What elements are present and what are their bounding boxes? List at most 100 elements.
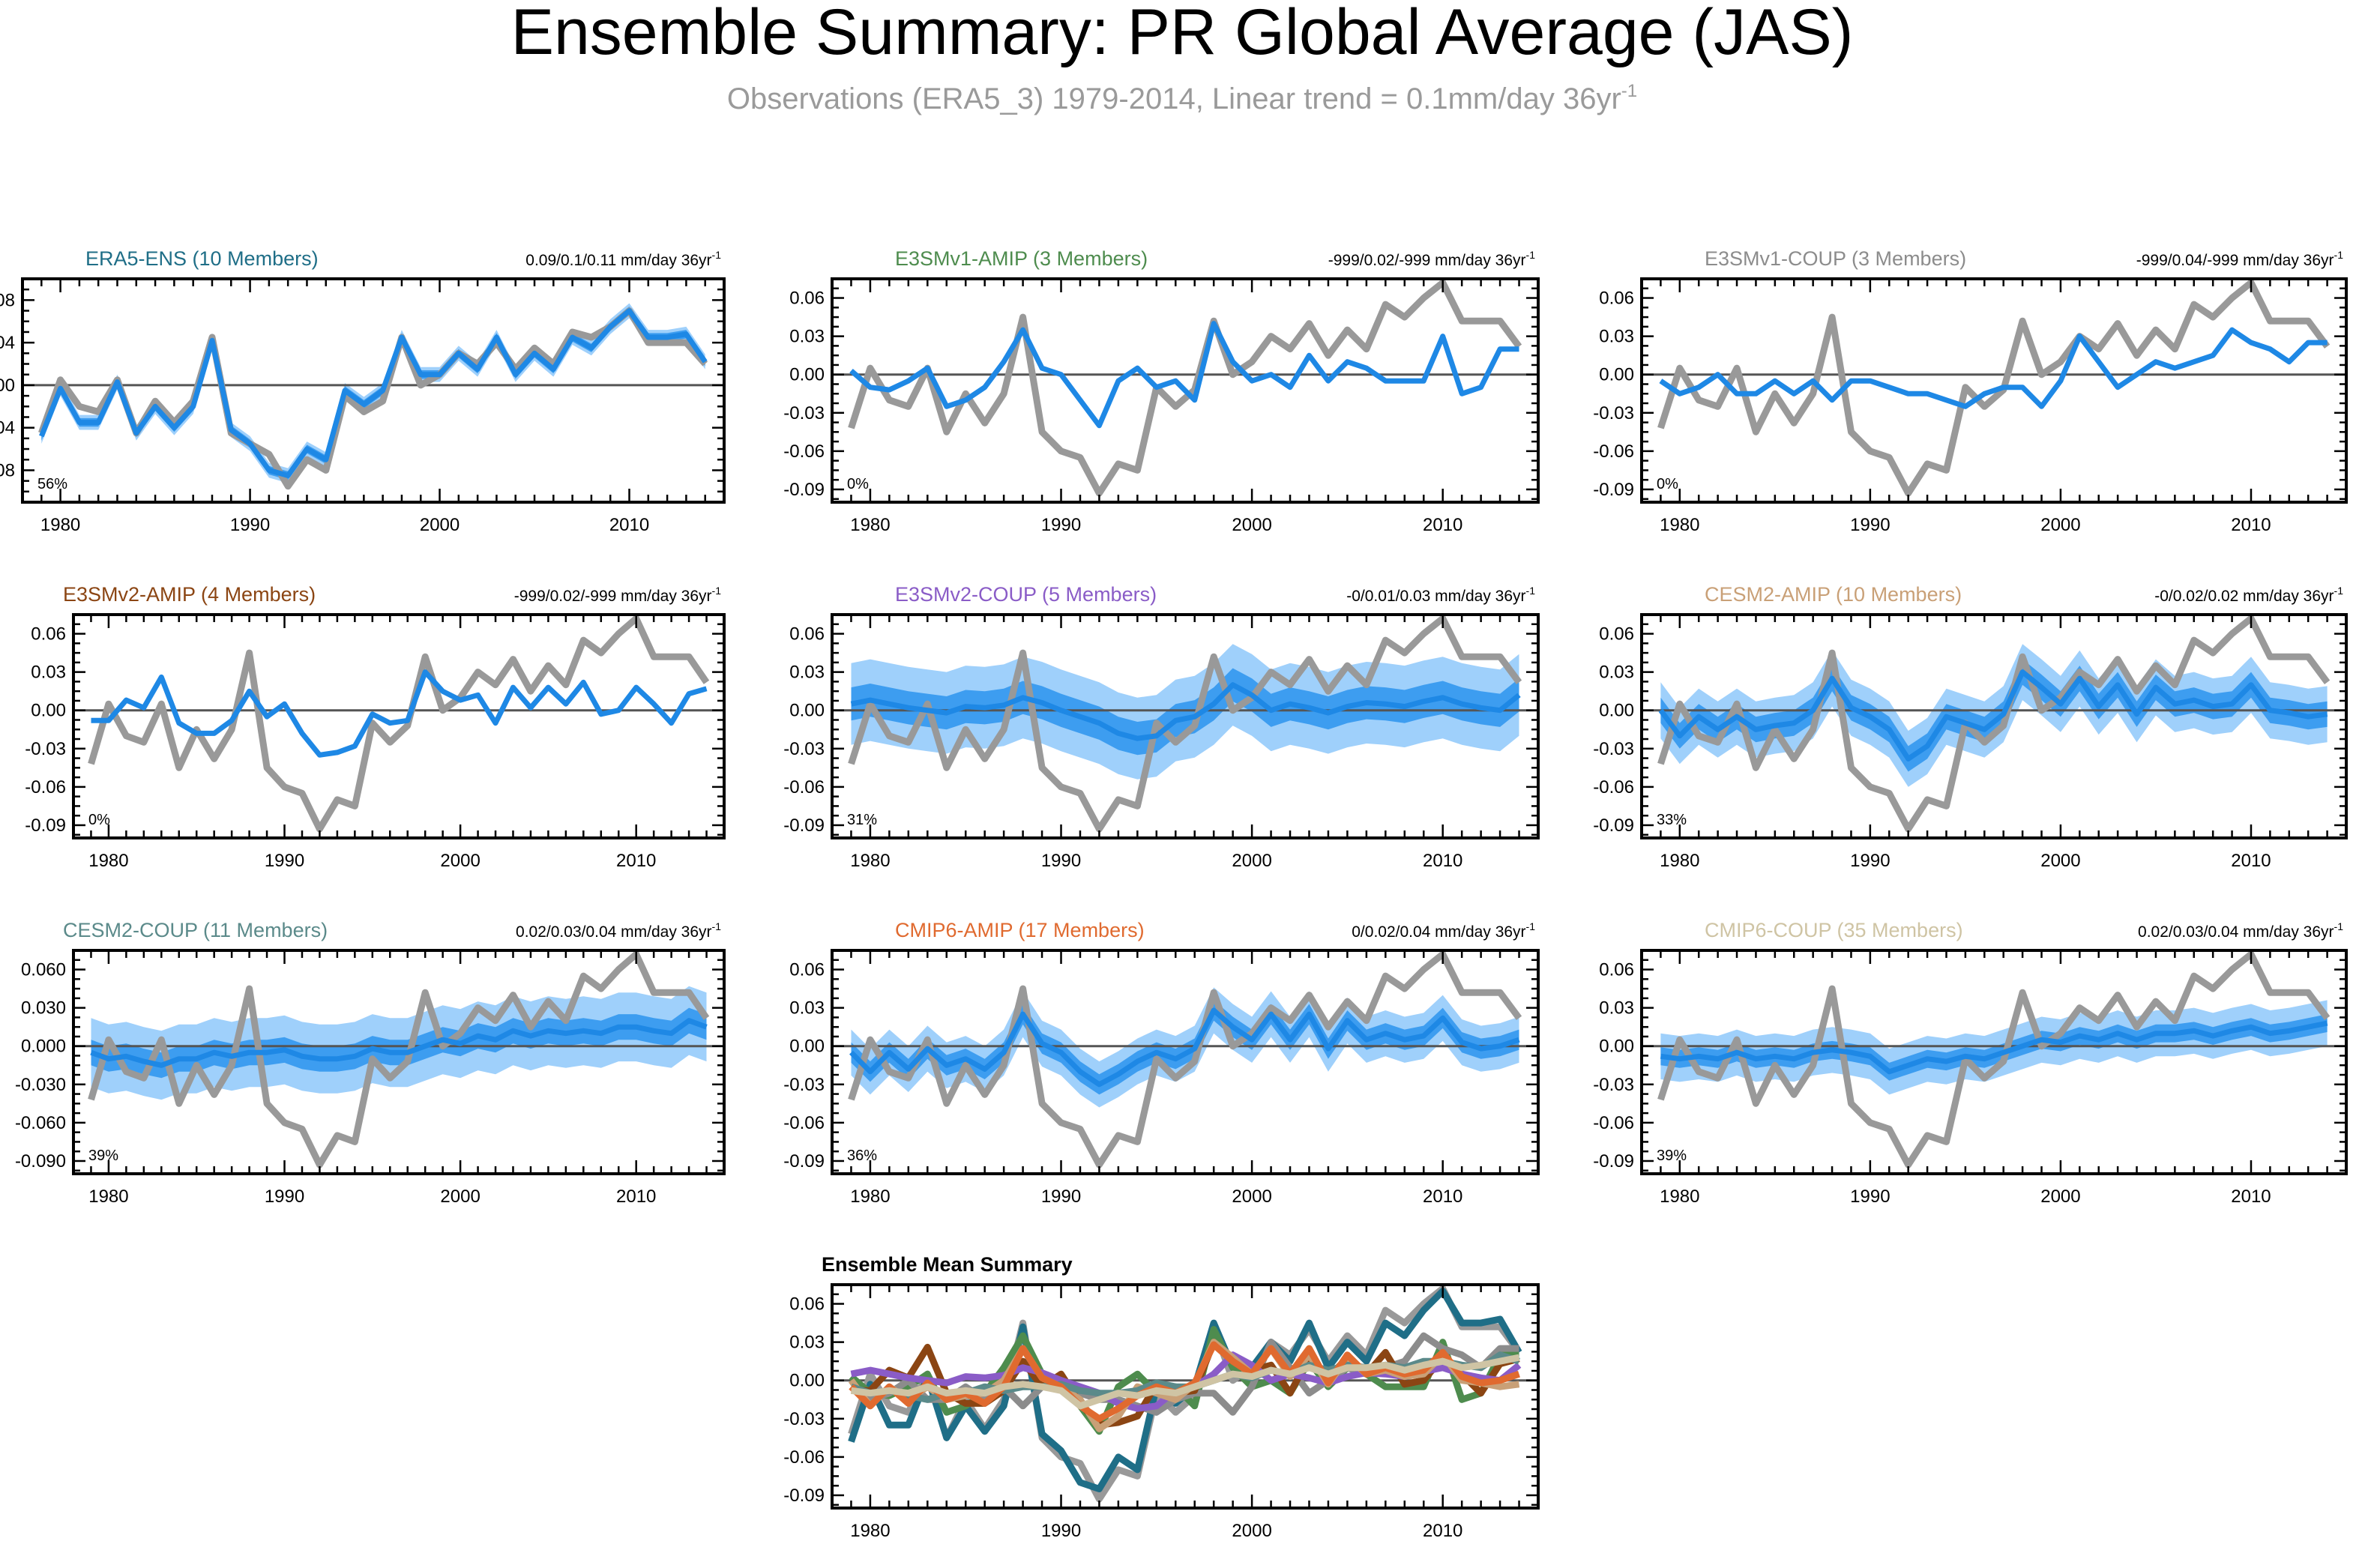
panel-title: CESM2-COUP (11 Members) xyxy=(63,919,328,941)
y-tick-label: -0.06 xyxy=(1593,441,1634,462)
y-tick-label: 0.030 xyxy=(21,998,66,1019)
x-tick-label: 2000 xyxy=(440,851,480,871)
panel-title: CMIP6-COUP (35 Members) xyxy=(1705,919,1963,941)
panel-cmip6-coup: CMIP6-COUP (35 Members) 0.02/0.03/0.04 mm… xyxy=(1593,919,2348,1207)
panel-era5-ens: ERA5-ENS (10 Members) 0.09/0.1/0.11 mm/da… xyxy=(0,247,726,535)
x-tick-label: 2000 xyxy=(2040,515,2080,535)
panel-trend: 0.02/0.03/0.04 mm/day 36yr-1 xyxy=(516,920,721,941)
observation-line xyxy=(88,615,710,833)
panel-percent-label: 39% xyxy=(88,1148,118,1164)
x-tick-label: 1980 xyxy=(1660,851,1699,871)
y-tick-label: -0.06 xyxy=(25,777,66,797)
plot-area xyxy=(73,615,724,833)
y-tick-label: -0.060 xyxy=(15,1113,66,1133)
panel-title: E3SMv1-AMIP (3 Members) xyxy=(895,247,1148,270)
panel-trend: -999/0.04/-999 mm/day 36yr-1 xyxy=(2136,249,2343,269)
panel-title: E3SMv1-COUP (3 Members) xyxy=(1705,247,1966,270)
panel-trend-superscript: -1 xyxy=(712,249,722,261)
y-tick-label: -0.03 xyxy=(25,739,66,759)
ensemble-mean-line xyxy=(849,1007,1520,1088)
panel-frame xyxy=(831,613,1540,839)
y-tick-label: -0.06 xyxy=(1593,777,1634,797)
panel-percent-label: 0% xyxy=(1657,476,1678,492)
y-tick-label: -0.09 xyxy=(783,1151,825,1172)
y-tick-label: 0.08 xyxy=(0,290,15,310)
panel-trend: -999/0.02/-999 mm/day 36yr-1 xyxy=(1328,249,1535,269)
plot-area xyxy=(832,279,1538,497)
y-tick-label: -0.03 xyxy=(783,739,825,759)
y-tick-label: 0.06 xyxy=(1599,960,1634,980)
plot-area xyxy=(22,303,724,490)
x-tick-label: 2010 xyxy=(1423,515,1462,535)
panel-frame xyxy=(1640,949,2348,1175)
panel-trend-superscript: -1 xyxy=(2334,585,2344,597)
y-tick-label: -0.09 xyxy=(25,815,66,836)
y-tick-label: 0.06 xyxy=(789,289,825,309)
panel-percent-label: 56% xyxy=(37,476,67,492)
ensemble-mean-line xyxy=(39,308,708,478)
panel-percent-label: 0% xyxy=(88,812,110,828)
x-tick-label: 1980 xyxy=(850,851,890,871)
panel-percent-label: 0% xyxy=(847,476,869,492)
y-tick-label: -0.03 xyxy=(783,403,825,423)
x-tick-label: 1990 xyxy=(1850,1186,1890,1207)
x-tick-label: 1980 xyxy=(1660,1186,1699,1207)
ensemble-mean-line xyxy=(91,669,708,758)
observation-line xyxy=(1657,615,2331,833)
y-tick-label: 0.000 xyxy=(21,1037,66,1057)
figure-subtitle: Observations (ERA5_3) 1979-2014, Linear … xyxy=(727,81,1637,115)
panel-title: ERA5-ENS (10 Members) xyxy=(85,247,319,270)
panel-trend-superscript: -1 xyxy=(2334,920,2344,932)
panel-trend-text: -0/0.02/0.02 mm/day 36yr xyxy=(2154,588,2334,605)
x-tick-label: 1980 xyxy=(88,851,128,871)
y-tick-label: 0.03 xyxy=(1599,663,1634,683)
panel-frame xyxy=(72,949,726,1175)
plot-area xyxy=(1642,615,2346,833)
ensemble-mean-line xyxy=(1660,1020,2328,1075)
panel-frame xyxy=(831,1283,1540,1510)
y-tick-label: 0.00 xyxy=(789,365,825,385)
figure-title: Ensemble Summary: PR Global Average (JAS… xyxy=(511,0,1854,68)
y-tick-label: 0.00 xyxy=(1599,1037,1634,1057)
panel-frame xyxy=(831,949,1540,1175)
panel-trend: 0/0.02/0.04 mm/day 36yr-1 xyxy=(1352,920,1535,941)
x-tick-label: 2000 xyxy=(1232,851,1271,871)
y-tick-label: 0.00 xyxy=(789,1037,825,1057)
panel-trend-superscript: -1 xyxy=(1526,920,1536,932)
panel-frame xyxy=(21,277,726,504)
panel-trend: 0.09/0.1/0.11 mm/day 36yr-1 xyxy=(525,249,721,269)
y-tick-label: -0.09 xyxy=(1593,1151,1634,1172)
plot-area xyxy=(832,615,1538,833)
y-tick-label: 0.06 xyxy=(789,960,825,980)
panel-cesm2-coup: CESM2-COUP (11 Members) 0.02/0.03/0.04 mm… xyxy=(15,919,726,1207)
spread-band-inner xyxy=(91,1007,707,1079)
y-tick-label: -0.08 xyxy=(0,460,15,480)
panel-trend-text: 0.02/0.03/0.04 mm/day 36yr xyxy=(516,923,712,941)
spread-band-inner xyxy=(851,668,1519,756)
x-tick-label: 1990 xyxy=(1850,515,1890,535)
x-tick-label: 2010 xyxy=(1423,1186,1462,1207)
y-tick-label: 0.06 xyxy=(1599,624,1634,645)
x-tick-label: 1990 xyxy=(265,851,304,871)
y-tick-label: 0.06 xyxy=(1599,289,1634,309)
panel-trend-text: -999/0.02/-999 mm/day 36yr xyxy=(1328,252,1526,269)
panel-title: CESM2-AMIP (10 Members) xyxy=(1705,583,1962,606)
x-tick-label: 1980 xyxy=(850,1521,890,1541)
x-tick-label: 2010 xyxy=(2231,1186,2271,1207)
panel-title: E3SMv2-AMIP (4 Members) xyxy=(63,583,316,606)
y-tick-label: -0.09 xyxy=(783,1486,825,1506)
panel-trend: -999/0.02/-999 mm/day 36yr-1 xyxy=(514,585,721,605)
observation-line xyxy=(1657,279,2331,497)
panels-container: ERA5-ENS (10 Members) 0.09/0.1/0.11 mm/da… xyxy=(0,247,2348,1541)
panel-frame xyxy=(72,613,726,839)
x-tick-label: 2000 xyxy=(1232,515,1271,535)
y-tick-label: -0.03 xyxy=(1593,1075,1634,1095)
panel-ensemble-mean-summary: Ensemble Mean Summary -0.09 -0.06 -0.03 0.00… xyxy=(783,1253,1540,1541)
panel-trend: -0/0.01/0.03 mm/day 36yr-1 xyxy=(1346,585,1535,605)
panel-e3smv1-amip: E3SMv1-AMIP (3 Members) -999/0.02/-999 mm… xyxy=(783,247,1540,535)
panel-percent-label: 33% xyxy=(1657,812,1687,828)
x-tick-label: 1980 xyxy=(40,515,80,535)
x-tick-label: 1990 xyxy=(1850,851,1890,871)
figure-subtitle-superscript: -1 xyxy=(1621,81,1637,101)
x-tick-label: 1980 xyxy=(850,515,890,535)
